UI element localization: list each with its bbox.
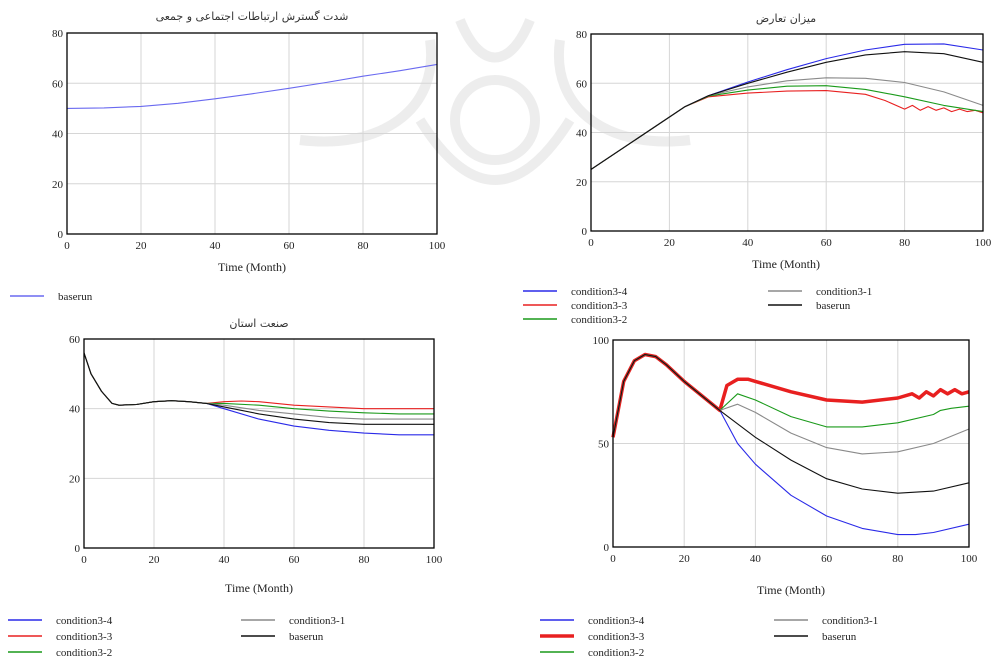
- series-line-baserun: [590, 51, 984, 170]
- y-tick-label: 60: [576, 78, 588, 90]
- legend-label-condition3-4: condition3-4: [571, 286, 628, 298]
- legend-label-condition3-3: condition3-3: [588, 631, 645, 643]
- x-tick-label: 0: [588, 237, 594, 249]
- legend-label-condition3-1: condition3-1: [289, 615, 345, 627]
- chart-title: میزان تعارض: [756, 12, 816, 25]
- legend-label-baserun: baserun: [289, 631, 324, 643]
- series-line-condition3-3: [83, 352, 434, 410]
- x-tick-label: 80: [892, 553, 904, 565]
- legend-label-condition3-1: condition3-1: [816, 286, 872, 298]
- series-line-baserun: [612, 353, 970, 494]
- y-tick-label: 0: [582, 226, 588, 238]
- chart-title: صنعت استان: [229, 317, 288, 330]
- x-tick-label: 20: [679, 553, 691, 565]
- legend-label-condition3-3: condition3-3: [56, 631, 113, 643]
- legend-label-condition3-4: condition3-4: [588, 615, 645, 627]
- y-tick-label: 40: [52, 129, 64, 141]
- x-tick-label: 40: [750, 553, 762, 565]
- legend-label-baserun: baserun: [816, 300, 851, 312]
- y-tick-label: 40: [69, 404, 81, 416]
- y-tick-label: 80: [576, 29, 588, 41]
- legend-label-baserun: baserun: [58, 291, 93, 303]
- series-line-condition3-4: [83, 352, 434, 436]
- chart-3: 0 20 40 60 80 100 0 20 40 60 صنعت استان Time (Month…: [8, 317, 443, 659]
- legend-label-condition3-3: condition3-3: [571, 300, 628, 312]
- x-tick-label: 100: [961, 553, 978, 565]
- plot-frame: [83, 338, 435, 549]
- series-line-condition3-3: [590, 90, 984, 170]
- series-line-condition3-3: [611, 352, 970, 438]
- legend-label-baserun: baserun: [822, 631, 857, 643]
- x-axis-title: Time (Month): [752, 257, 820, 271]
- series-line-condition3-4: [612, 353, 970, 536]
- plot-frame: [612, 339, 970, 548]
- legend-label-condition3-2: condition3-2: [571, 314, 627, 326]
- series-line-condition3-4: [590, 43, 984, 170]
- legend-label-condition3-4: condition3-4: [56, 615, 113, 627]
- plot-frame: [66, 32, 438, 235]
- chart-4: 0 20 40 60 80 100 0 50 100 Time (Month) condition3…: [540, 335, 978, 659]
- legend: condition3-4 condition3-3 condition3-2 cond…: [540, 615, 878, 659]
- x-tick-label: 40: [219, 554, 231, 566]
- series-line-baserun: [66, 63, 438, 109]
- x-tick-label: 20: [136, 240, 148, 252]
- x-tick-label: 0: [610, 553, 616, 565]
- x-tick-label: 80: [359, 554, 371, 566]
- y-tick-label: 60: [52, 78, 64, 90]
- chart-2: 0 20 40 60 80 100 0 20 40 60 80 میزان تعارض Time (Mo…: [523, 12, 992, 326]
- series-line-condition3-1: [612, 353, 970, 455]
- x-tick-label: 40: [210, 240, 222, 252]
- x-tick-label: 100: [426, 554, 443, 566]
- x-tick-label: 100: [429, 240, 446, 252]
- x-tick-label: 40: [742, 237, 754, 249]
- legend-label-condition3-2: condition3-2: [56, 647, 112, 659]
- y-tick-label: 60: [69, 334, 81, 346]
- x-axis-title: Time (Month): [225, 581, 293, 595]
- x-axis-title: Time (Month): [757, 583, 825, 597]
- y-tick-label: 40: [576, 128, 588, 140]
- x-tick-label: 0: [81, 554, 87, 566]
- chart-1: 0 20 40 60 80 100 0 20 40 60 80 شدت گسترش ارتباطات …: [10, 10, 446, 303]
- x-tick-label: 0: [64, 240, 70, 252]
- y-tick-label: 50: [598, 439, 610, 451]
- x-tick-label: 60: [821, 553, 833, 565]
- x-axis-title: Time (Month): [218, 260, 286, 274]
- x-tick-label: 60: [821, 237, 833, 249]
- x-tick-label: 20: [149, 554, 161, 566]
- x-tick-label: 80: [899, 237, 911, 249]
- y-tick-label: 20: [52, 179, 64, 191]
- legend-label-condition3-1: condition3-1: [822, 615, 878, 627]
- legend: condition3-4 condition3-3 condition3-2 cond…: [8, 615, 345, 659]
- series-line-baserun: [83, 352, 434, 425]
- series-line-condition3-2: [590, 85, 984, 170]
- y-tick-label: 100: [593, 335, 610, 347]
- x-tick-label: 80: [358, 240, 370, 252]
- legend: condition3-4 condition3-3 condition3-2 cond…: [523, 286, 872, 326]
- y-tick-label: 20: [576, 177, 588, 189]
- x-tick-label: 60: [284, 240, 296, 252]
- legend: baserun: [10, 291, 93, 303]
- plot-frame: [590, 33, 984, 232]
- y-tick-label: 0: [58, 229, 64, 241]
- chart-title: شدت گسترش ارتباطات اجتماعی و جمعی: [156, 10, 349, 23]
- y-tick-label: 80: [52, 28, 64, 40]
- y-tick-label: 0: [604, 542, 610, 554]
- x-tick-label: 60: [289, 554, 301, 566]
- x-tick-label: 20: [664, 237, 676, 249]
- y-tick-label: 0: [75, 543, 81, 555]
- y-tick-label: 20: [69, 473, 81, 485]
- legend-label-condition3-2: condition3-2: [588, 647, 644, 659]
- x-tick-label: 100: [975, 237, 992, 249]
